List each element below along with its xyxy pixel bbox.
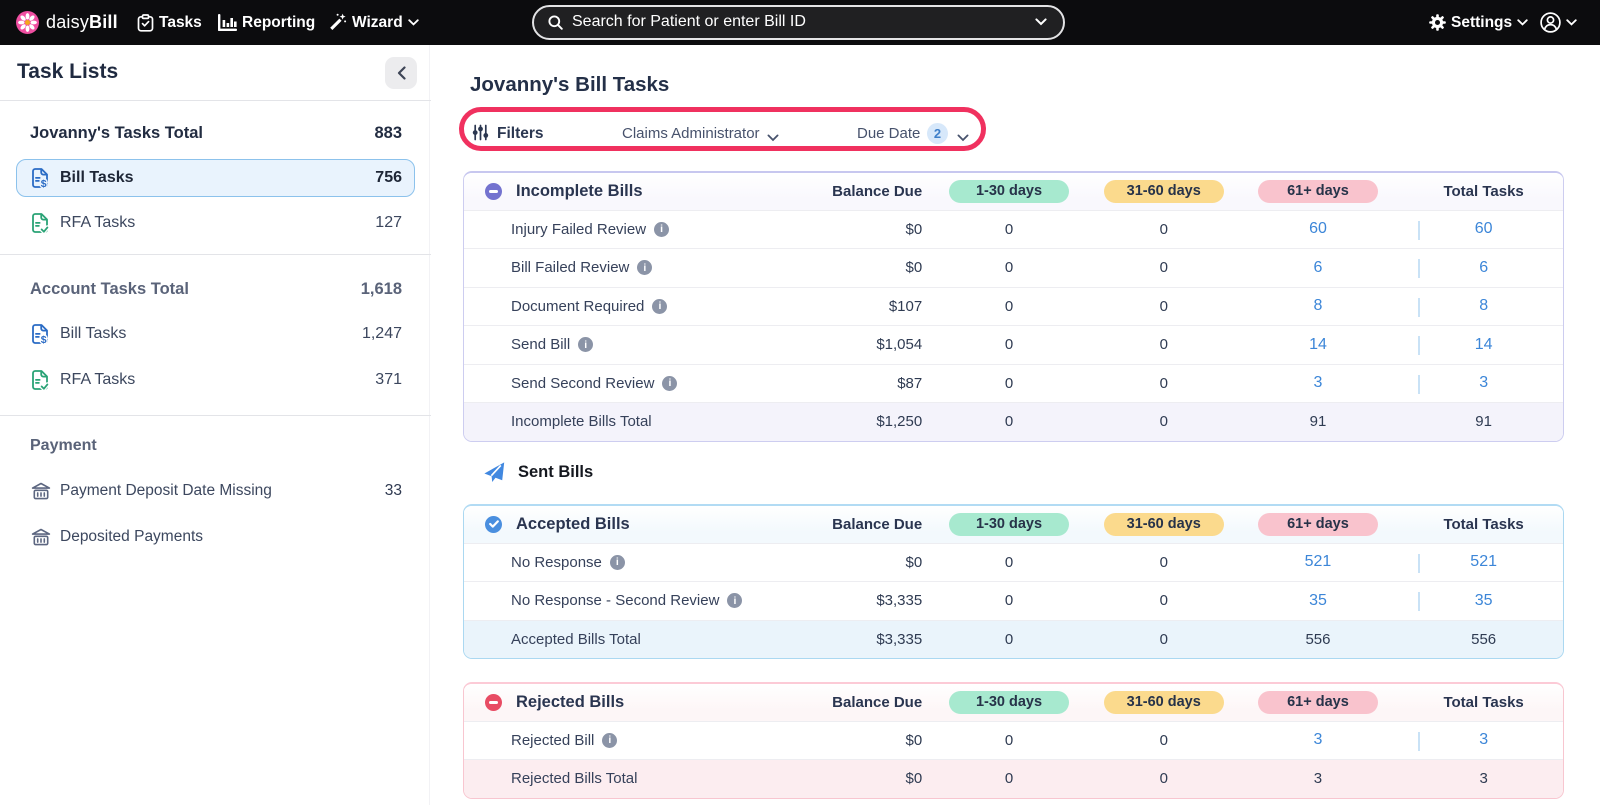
svg-text:$: $ [41, 334, 47, 344]
svg-text:$: $ [41, 178, 47, 188]
